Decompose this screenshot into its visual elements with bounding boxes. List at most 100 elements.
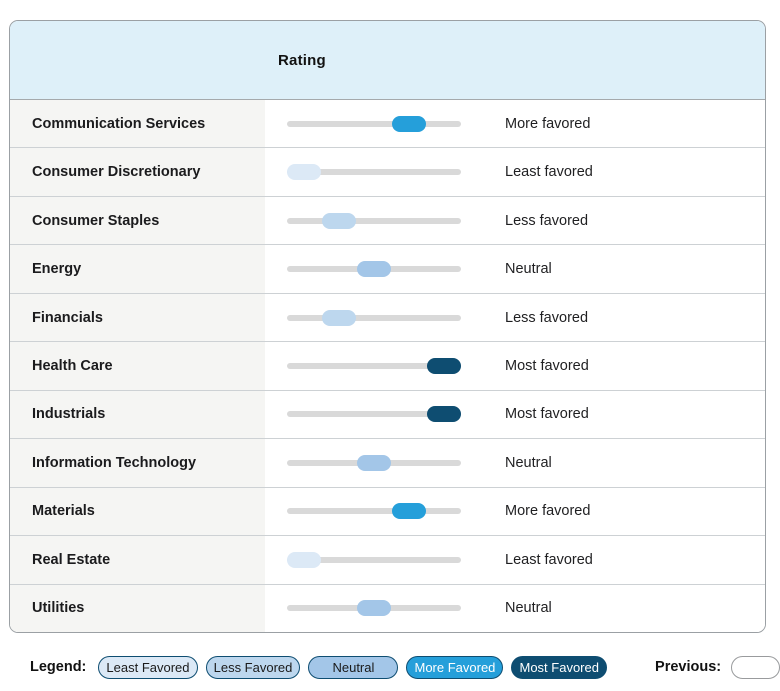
- slider-track: [287, 551, 461, 568]
- sector-name: Materials: [32, 503, 95, 520]
- rating-slider: [265, 245, 495, 292]
- rating-slider: [265, 294, 495, 341]
- slider-pill: [287, 164, 321, 181]
- legend: Legend: Least Favored Less Favored Neutr…: [30, 653, 780, 681]
- rating-slider: [265, 536, 495, 583]
- table-row: Communication Services More favored: [10, 100, 765, 148]
- rating-label: Most favored: [505, 406, 589, 423]
- slider-track: [287, 406, 461, 423]
- table-row: Utilities Neutral: [10, 583, 765, 632]
- sector-cell: Information Technology: [10, 439, 265, 487]
- legend-pill-neutral: Neutral: [308, 655, 399, 679]
- slider-pill: [392, 115, 426, 132]
- rating-cell: Most favored: [495, 342, 765, 389]
- slider-track: [287, 454, 461, 471]
- sector-cell: Real Estate: [10, 536, 265, 584]
- sector-rating-table: Rating Communication Services More favor…: [9, 20, 766, 633]
- sector-cell: Energy: [10, 245, 265, 293]
- table-row: Materials More favored: [10, 486, 765, 536]
- rating-label: More favored: [505, 115, 591, 132]
- slider-pill: [357, 261, 391, 278]
- slider-pill: [322, 309, 356, 326]
- sector-name: Industrials: [32, 406, 106, 423]
- sector-name: Health Care: [32, 357, 113, 374]
- rating-slider: [265, 100, 495, 147]
- sector-name: Financials: [32, 309, 103, 326]
- slider-pill: [357, 454, 391, 471]
- legend-title: Legend:: [30, 659, 87, 675]
- table-row: Information Technology Neutral: [10, 438, 765, 487]
- rating-label: Less favored: [505, 212, 589, 229]
- rating-slider: [265, 439, 495, 486]
- slider-track: [287, 309, 461, 326]
- sector-cell: Materials: [10, 487, 265, 536]
- sector-cell: Health Care: [10, 342, 265, 390]
- previous-empty-pill: [731, 655, 780, 679]
- slider-pill: [392, 503, 426, 520]
- rating-cell: Less favored: [495, 294, 765, 341]
- rating-label: Most favored: [505, 357, 589, 374]
- table-row: Consumer Staples Less favored: [10, 195, 765, 245]
- sector-cell: Utilities: [10, 584, 265, 632]
- slider-pill: [357, 600, 391, 617]
- rating-slider: [265, 585, 495, 632]
- slider-track: [287, 357, 461, 374]
- rating-slider: [265, 391, 495, 438]
- rating-slider: [265, 197, 495, 244]
- sector-cell: Consumer Discretionary: [10, 148, 265, 196]
- legend-pill-least-favored: Least Favored: [98, 655, 198, 679]
- rating-cell: More favored: [495, 488, 765, 535]
- rating-label: Least favored: [505, 551, 593, 568]
- rating-cell: Neutral: [495, 245, 765, 292]
- rating-label: Less favored: [505, 309, 589, 326]
- slider-track: [287, 115, 461, 132]
- table-row: Industrials Most favored: [10, 389, 765, 439]
- table-header: Rating: [10, 21, 765, 100]
- slider-pill: [427, 406, 461, 423]
- rating-cell: Less favored: [495, 197, 765, 244]
- rating-cell: More favored: [495, 100, 765, 147]
- slider-track: [287, 164, 461, 181]
- table-row: Financials Less favored: [10, 292, 765, 342]
- rating-cell: Neutral: [495, 585, 765, 632]
- slider-track: [287, 212, 461, 229]
- legend-pill-most-favored: Most Favored: [511, 655, 608, 679]
- rating-slider: [265, 148, 495, 195]
- rating-column-header: Rating: [278, 51, 326, 69]
- rating-cell: Most favored: [495, 391, 765, 438]
- sector-cell: Financials: [10, 293, 265, 342]
- table-row: Energy Neutral: [10, 244, 765, 293]
- rating-slider: [265, 488, 495, 535]
- slider-track: [287, 600, 461, 617]
- sector-name: Consumer Discretionary: [32, 164, 201, 181]
- rating-label: Least favored: [505, 164, 593, 181]
- rating-cell: Least favored: [495, 536, 765, 583]
- sector-name: Real Estate: [32, 551, 111, 568]
- table-row: Consumer Discretionary Least favored: [10, 147, 765, 196]
- table-row: Real Estate Least favored: [10, 535, 765, 584]
- rating-cell: Neutral: [495, 439, 765, 486]
- rating-label: Neutral: [505, 454, 552, 471]
- table-row: Health Care Most favored: [10, 341, 765, 390]
- rating-label: More favored: [505, 503, 591, 520]
- sector-name: Consumer Staples: [32, 212, 160, 229]
- rating-label: Neutral: [505, 261, 552, 278]
- sector-cell: Communication Services: [10, 100, 265, 148]
- previous-label: Previous:: [655, 659, 722, 675]
- legend-pill-more-favored: More Favored: [406, 655, 504, 679]
- slider-pill: [322, 212, 356, 229]
- sector-cell: Industrials: [10, 390, 265, 439]
- sector-name: Utilities: [32, 600, 85, 617]
- sector-name: Information Technology: [32, 454, 197, 471]
- legend-pill-less-favored: Less Favored: [205, 655, 301, 679]
- rating-slider: [265, 342, 495, 389]
- slider-pill: [287, 551, 321, 568]
- rating-label: Neutral: [505, 600, 552, 617]
- slider-pill: [427, 357, 461, 374]
- slider-track: [287, 503, 461, 520]
- table-body: Communication Services More favored Cons…: [10, 100, 765, 632]
- sector-name: Communication Services: [32, 115, 206, 132]
- sector-cell: Consumer Staples: [10, 196, 265, 245]
- rating-cell: Least favored: [495, 148, 765, 195]
- sector-name: Energy: [32, 261, 82, 278]
